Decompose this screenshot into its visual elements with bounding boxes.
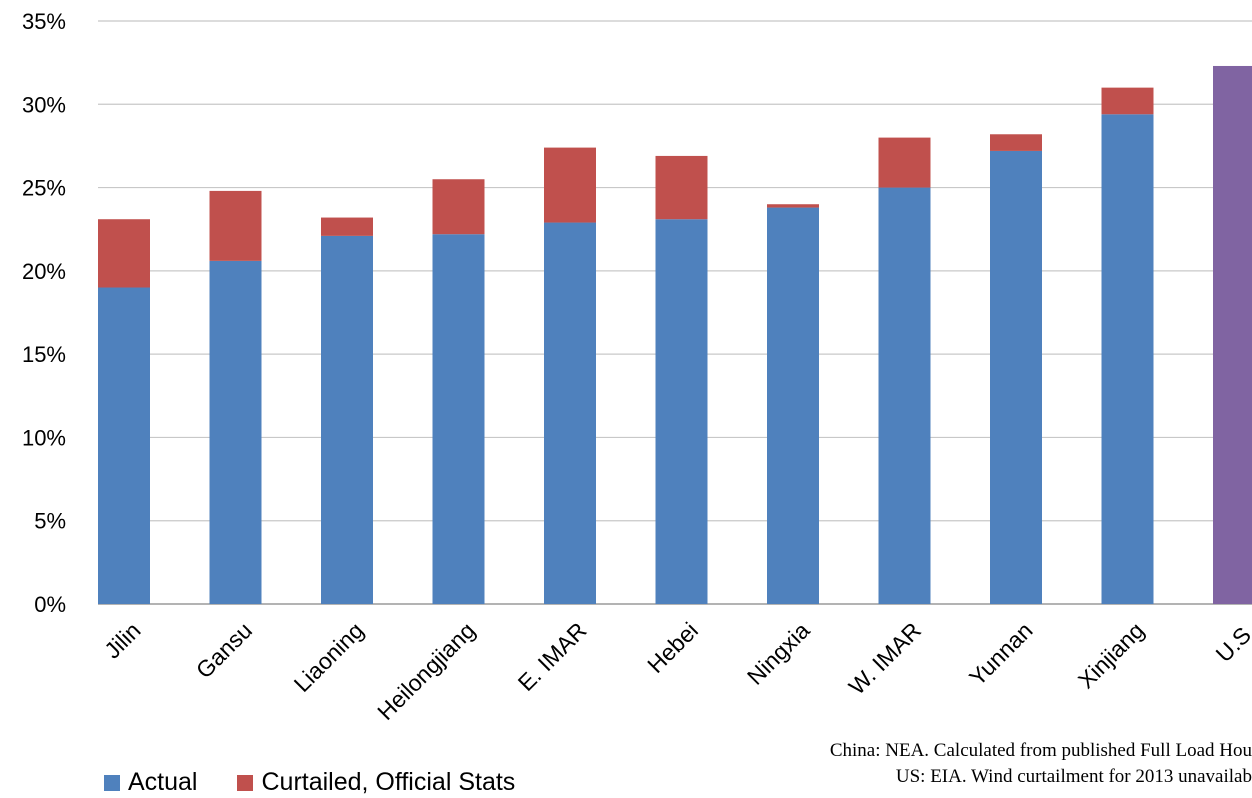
- y-tick-label: 10%: [22, 425, 66, 450]
- bar-actual-gansu: [209, 260, 262, 604]
- source-note-china: China: NEA. Calculated from published Fu…: [829, 740, 1252, 761]
- bar-curtailed-hebei: [655, 155, 708, 220]
- x-tick-label: Gansu: [191, 617, 257, 683]
- bar-curtailed-w-imar: [878, 137, 931, 188]
- y-tick-label: 20%: [22, 259, 66, 284]
- x-tick-label: E. IMAR: [513, 617, 592, 696]
- legend-swatch-actual: [104, 774, 120, 791]
- legend-swatch-curtailed: [237, 774, 254, 791]
- bar-actual-w-imar: [878, 187, 931, 605]
- legend-item-actual: Actual: [104, 768, 197, 797]
- legend-label-actual: Actual: [128, 768, 198, 796]
- y-tick-label: 35%: [22, 9, 66, 34]
- bar-curtailed-liaoning: [321, 217, 373, 236]
- bar-curtailed-yunnan: [990, 134, 1042, 151]
- y-axis: 0% 5% 10% 15% 20% 25% 30% 35%: [22, 9, 66, 617]
- bar-layer: [98, 65, 1252, 605]
- bar-actual-yunnan: [990, 150, 1042, 604]
- bar-curtailed-gansu: [209, 190, 262, 261]
- x-tick-label: U.S.: [1211, 617, 1252, 667]
- bar-actual-jilin: [98, 287, 150, 604]
- x-tick-label: Jilin: [99, 617, 145, 663]
- y-tick-label: 30%: [22, 92, 66, 117]
- x-tick-label: Heilongjiang: [372, 617, 480, 725]
- y-tick-label: 5%: [34, 509, 66, 534]
- bar-actual-xinjiang: [1101, 114, 1154, 604]
- bar-actual-heilongjiang: [432, 234, 485, 604]
- bar-curtailed-e-imar: [544, 147, 596, 223]
- x-tick-label: W. IMAR: [843, 617, 926, 700]
- bar-curtailed-xinjiang: [1101, 87, 1154, 115]
- y-tick-label: 15%: [22, 342, 66, 367]
- bar-actual-u-s: [1213, 65, 1252, 604]
- x-tick-label: Xinjiang: [1073, 617, 1149, 693]
- bar-actual-hebei: [655, 219, 708, 604]
- bar-curtailed-ningxia: [767, 204, 819, 208]
- legend: Actual Curtailed, Official Stats: [104, 768, 555, 797]
- bar-actual-e-imar: [544, 222, 596, 604]
- x-tick-label: Ningxia: [742, 617, 815, 690]
- y-tick-label: 0%: [34, 592, 66, 617]
- bar-curtailed-jilin: [98, 219, 150, 288]
- bar-actual-liaoning: [321, 235, 373, 604]
- source-note-us: US: EIA. Wind curtailment for 2013 unava…: [895, 766, 1252, 787]
- y-tick-label: 25%: [22, 176, 66, 201]
- bar-actual-ningxia: [767, 207, 819, 604]
- x-tick-label: Hebei: [642, 617, 703, 678]
- x-axis: Jilin Gansu Liaoning Heilongjiang E. IMAR Heb…: [99, 617, 1252, 725]
- legend-item-curtailed: Curtailed, Official Stats: [237, 768, 515, 797]
- x-tick-label: Yunnan: [964, 617, 1038, 691]
- x-tick-label: Liaoning: [289, 617, 369, 697]
- bar-curtailed-heilongjiang: [432, 179, 485, 235]
- legend-label-curtailed: Curtailed, Official Stats: [261, 768, 516, 796]
